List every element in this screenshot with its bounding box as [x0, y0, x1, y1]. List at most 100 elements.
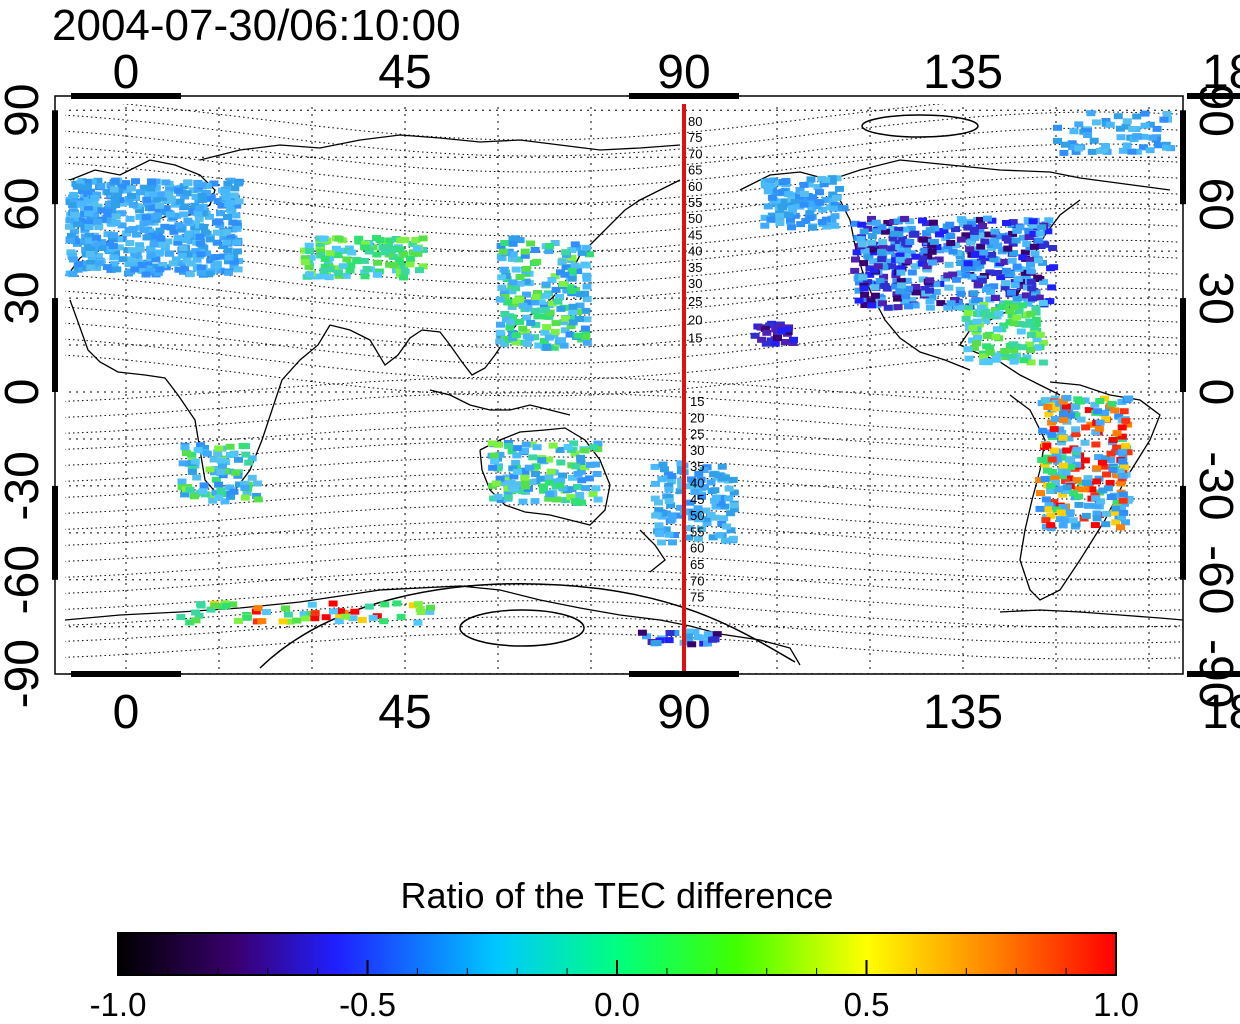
- tec-cell: [558, 472, 567, 479]
- tec-cell: [787, 205, 797, 211]
- tec-cell: [147, 178, 156, 185]
- tec-cell: [952, 276, 961, 283]
- tec-cell: [1072, 446, 1082, 453]
- tec-cell: [654, 529, 664, 536]
- tec-cell: [703, 631, 713, 638]
- tec-cell: [560, 327, 570, 334]
- tec-cell: [360, 273, 370, 280]
- tec-cell: [863, 279, 873, 286]
- tec-cell: [229, 262, 239, 269]
- tec-cell: [656, 526, 666, 533]
- tec-cell: [512, 445, 522, 452]
- tec-cell: [496, 321, 505, 328]
- tec-cell: [232, 239, 242, 246]
- tec-cell: [503, 494, 513, 501]
- colorbar-tick-label: 0.5: [844, 986, 890, 1023]
- tec-cell: [406, 255, 416, 262]
- tec-cell: [508, 465, 518, 472]
- tec-cell: [1116, 505, 1126, 512]
- tec-cell: [728, 535, 738, 542]
- tec-cell: [1010, 282, 1020, 289]
- tec-cell: [193, 210, 203, 217]
- tec-cell: [1053, 486, 1063, 493]
- tec-cell: [222, 239, 232, 246]
- tec-cell: [532, 444, 542, 451]
- tec-cell: [1060, 141, 1070, 148]
- tec-cell: [1009, 304, 1019, 311]
- tec-cell: [1061, 469, 1071, 476]
- tec-cell: [722, 523, 732, 530]
- tec-cell: [971, 251, 981, 258]
- tec-cell: [920, 247, 930, 254]
- tec-cell: [90, 194, 100, 201]
- tec-cell: [416, 609, 426, 615]
- tec-cell: [151, 178, 161, 185]
- tec-cell: [507, 255, 517, 262]
- magnetic-contour: [65, 376, 1181, 404]
- tec-cell: [224, 269, 233, 276]
- top-lon-tick: 180: [1202, 46, 1240, 99]
- tec-cell: [1035, 505, 1045, 512]
- tec-cell: [514, 256, 523, 263]
- tec-cell: [878, 300, 887, 307]
- colorbar-title: Ratio of the TEC difference: [401, 875, 834, 916]
- tec-cell: [418, 247, 428, 253]
- tec-cell: [976, 243, 986, 250]
- tec-cell: [1139, 133, 1149, 140]
- tec-cell: [346, 262, 356, 269]
- tec-cell: [993, 270, 1002, 276]
- tec-cell: [175, 198, 185, 205]
- tec-cell: [504, 442, 514, 449]
- tec-cell: [94, 223, 104, 230]
- tec-cell: [946, 240, 956, 246]
- tec-cell: [1148, 134, 1158, 141]
- bottom-lon-tick: 90: [657, 686, 710, 739]
- tec-cell: [1080, 486, 1090, 493]
- tec-cell: [971, 297, 981, 304]
- tec-cell: [817, 219, 827, 226]
- tec-cell: [1077, 479, 1087, 486]
- tec-cell: [1002, 220, 1011, 226]
- tec-cell: [976, 216, 985, 223]
- tec-cell: [530, 307, 540, 314]
- tec-cell: [851, 256, 860, 263]
- tec-cell: [1105, 121, 1115, 128]
- tec-cell: [697, 526, 706, 532]
- tec-cell: [575, 302, 585, 309]
- tec-cell: [1159, 116, 1169, 123]
- tec-cell: [253, 605, 263, 612]
- tec-cell: [830, 222, 840, 229]
- tec-cell: [320, 255, 330, 262]
- tec-cell: [166, 195, 176, 202]
- tec-cell: [1112, 444, 1122, 451]
- contour-label-north: 40: [688, 244, 702, 259]
- tec-cell: [361, 244, 371, 251]
- tec-cell: [226, 452, 235, 458]
- tec-cell: [897, 282, 906, 289]
- tec-cell: [124, 196, 134, 203]
- tec-cell: [942, 246, 952, 253]
- tec-cell: [240, 480, 250, 487]
- tec-cell: [1101, 521, 1111, 528]
- tec-cell: [1057, 473, 1067, 480]
- tec-cell: [977, 277, 987, 284]
- tec-cell: [174, 187, 184, 194]
- tec-cell: [203, 182, 212, 189]
- top-lon-tick: 135: [923, 46, 1003, 99]
- tec-cell: [1124, 395, 1134, 402]
- tec-cell: [893, 295, 903, 302]
- tec-cell: [531, 321, 541, 328]
- tec-cell: [139, 220, 149, 227]
- tec-cell: [893, 304, 903, 311]
- tec-cell: [173, 235, 183, 242]
- tec-cell: [1081, 512, 1091, 519]
- tec-cell: [187, 468, 197, 475]
- tec-cell: [593, 496, 603, 503]
- tec-cell: [1034, 257, 1043, 264]
- tec-cell: [1059, 417, 1069, 424]
- tec-cell: [226, 234, 236, 241]
- tec-cell: [584, 475, 594, 482]
- tec-cell: [223, 214, 232, 220]
- tec-cell: [216, 210, 225, 217]
